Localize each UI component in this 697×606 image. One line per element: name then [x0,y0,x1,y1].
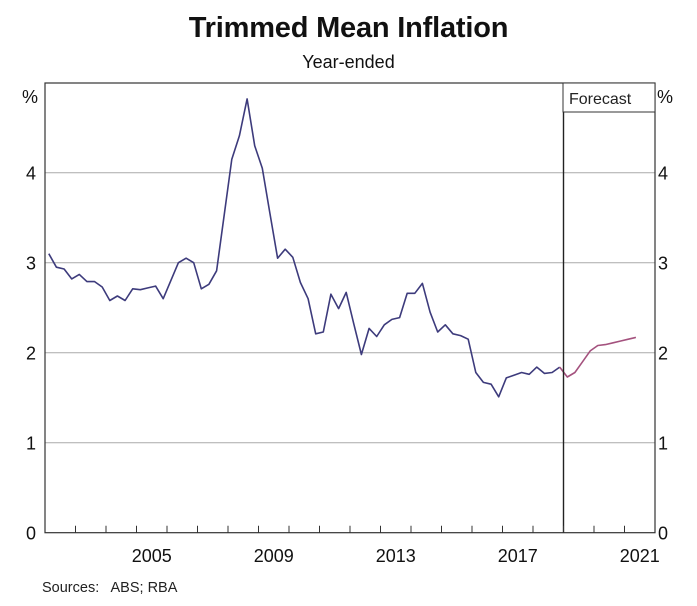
y-tick-label-right: 0 [658,524,668,544]
y-tick-label-right: 2 [658,344,668,364]
series-line-actual [48,98,561,398]
y-tick-label-left: 4 [26,164,36,184]
series-lines [48,98,637,398]
y-tick-label-left: 0 [26,524,36,544]
chart-subtitle: Year-ended [302,52,395,72]
y-tick-label-right: 1 [658,434,668,454]
x-tick-label: 2021 [620,546,660,566]
y-axis-unit-left: % [22,87,38,107]
x-tick-label: 2017 [498,546,538,566]
forecast-label-box [562,82,656,113]
gridlines [45,172,655,444]
y-axis-unit-right: % [657,87,673,107]
x-axis-ticks: 2005 2009 2013 2017 2021 [75,525,660,566]
y-tick-label-left: 1 [26,434,36,454]
y-axis-labels: 0 0 1 1 2 2 3 3 4 4 [26,164,668,544]
source-note: Sources: ABS; RBA [42,580,178,596]
x-tick-label: 2005 [132,546,172,566]
chart-title: Trimmed Mean Inflation [188,12,509,44]
x-tick-label: 2013 [376,546,416,566]
forecast-label: Forecast [569,91,632,108]
y-tick-label-left: 2 [26,344,36,364]
y-tick-label-right: 3 [658,254,668,274]
x-tick-label: 2009 [254,546,294,566]
y-tick-label-right: 4 [658,164,668,184]
y-tick-label-left: 3 [26,254,36,274]
series-line-forecast [559,336,637,378]
